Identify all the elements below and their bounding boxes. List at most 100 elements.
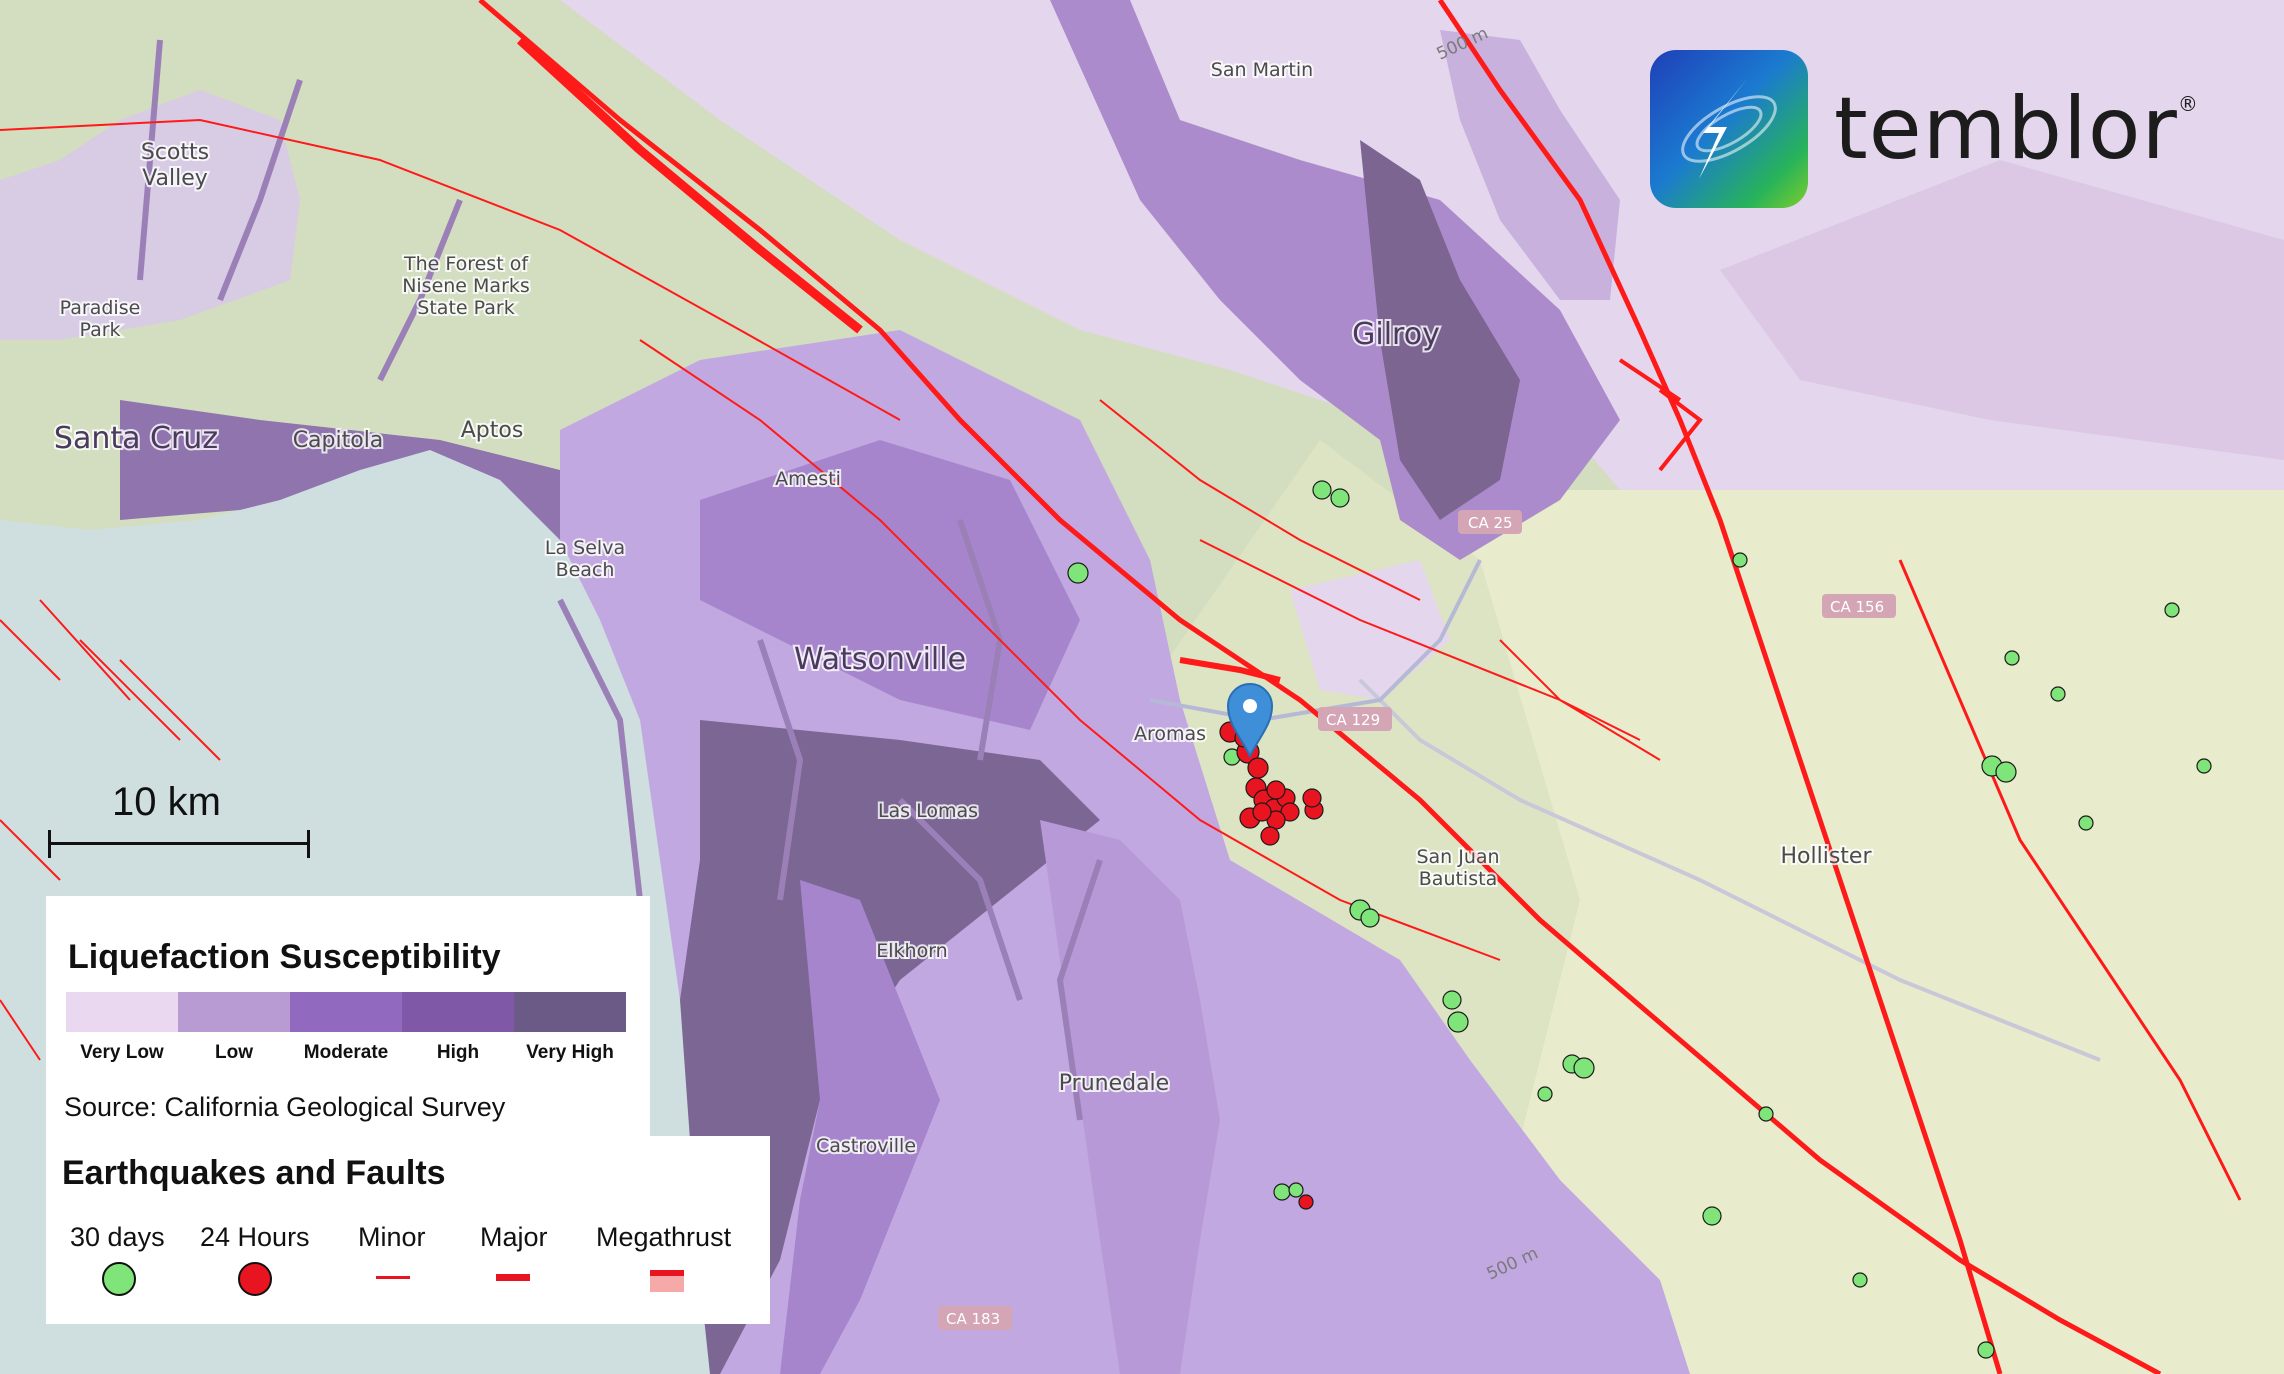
fault-east	[1898, 559, 2242, 1201]
road-ca156	[1358, 678, 2101, 1062]
place-label-prunedale: Prunedale	[1059, 1071, 1169, 1096]
earthquake-24-hours[interactable]	[1302, 788, 1322, 808]
faults-minor	[0, 118, 1661, 1061]
ramp-label-very-high: Very High	[526, 1042, 614, 1063]
earthquake-30-days[interactable]	[2196, 758, 2212, 774]
earthquake-24-hours[interactable]	[1260, 826, 1280, 846]
temblor-name: temblor	[1834, 79, 2178, 179]
temblor-wordmark: temblor®	[1834, 86, 2199, 172]
minor-fault-line-icon	[376, 1276, 410, 1279]
earthquake-30-days[interactable]	[2078, 815, 2094, 831]
legend-liquefaction: Liquefaction Susceptibility Very Low Low…	[46, 896, 650, 1146]
place-labels: Scotts Valley The Forest of Nisene Marks Sta…	[52, 57, 1875, 1159]
temblor-logo-icon	[1650, 50, 1808, 208]
scale-line	[48, 842, 310, 845]
place-label-hollister: Hollister	[1780, 844, 1872, 869]
legend-earthquakes-title: Earthquakes and Faults	[62, 1154, 446, 1192]
registered-mark: ®	[2177, 92, 2199, 116]
legend-item-megathrust: Megathrust	[596, 1222, 732, 1252]
earthquake-30-days[interactable]	[1273, 1183, 1291, 1201]
earthquake-24-hours[interactable]	[1298, 1194, 1314, 1210]
ramp-cell-high	[402, 992, 514, 1032]
liq-moderate-watsonville	[700, 440, 1080, 730]
scale-tick-left	[48, 830, 51, 858]
ramp-label-moderate: Moderate	[303, 1042, 389, 1063]
place-label-san-juan-bautista: San Juan Bautista	[1416, 846, 1499, 890]
earthquake-30-days[interactable]	[2004, 650, 2020, 666]
fault-calaveras	[1437, 0, 2003, 1374]
ramp-label-very-low: Very Low	[80, 1042, 164, 1063]
place-label-santa-cruz: Santa Cruz	[54, 421, 218, 456]
ramp-label-high: High	[436, 1042, 480, 1063]
earthquake-30-days[interactable]	[2164, 602, 2180, 618]
location-pin-icon[interactable]	[1226, 683, 1274, 759]
hollister-valley	[1400, 490, 2284, 1374]
scale-bar: 10 km	[48, 780, 310, 860]
earthquake-30-days[interactable]	[1330, 488, 1350, 508]
place-label-aromas: Aromas	[1134, 723, 1206, 745]
road-label-ca183: CA 183	[938, 1306, 1012, 1330]
place-label-gilroy: Gilroy	[1352, 317, 1440, 352]
place-label-la-selva-beach: La Selva Beach	[545, 537, 625, 581]
earthquake-24-hours[interactable]	[1247, 757, 1269, 779]
ramp-cell-low	[178, 992, 290, 1032]
road-label-ca156: CA 156	[1822, 594, 1896, 618]
liquefaction-ramp	[66, 992, 626, 1032]
earthquake-30-days[interactable]	[1758, 1106, 1774, 1122]
legend-earthquakes: Earthquakes and Faults 30 days 24 Hours …	[46, 1136, 770, 1324]
liq-very-high-gilroy	[1360, 140, 1520, 520]
green-circle-icon	[102, 1262, 136, 1296]
earthquake-30-days[interactable]	[1288, 1182, 1304, 1198]
ramp-label-low: Low	[215, 1042, 253, 1063]
svg-text:CA 183: CA 183	[946, 1310, 1000, 1328]
earthquakes-30-days	[1067, 480, 2212, 1359]
earthquake-30-days[interactable]	[1702, 1206, 1722, 1226]
scale-label: 10 km	[112, 780, 221, 824]
liq-moderate-castroville	[780, 880, 940, 1374]
earthquake-30-days[interactable]	[1067, 562, 1089, 584]
legend-item-minor: Minor	[358, 1222, 426, 1252]
road-ca129	[1149, 559, 1482, 723]
road-label-ca25: CA 25	[1458, 510, 1522, 534]
earthquake-30-days[interactable]	[1442, 990, 1462, 1010]
ramp-cell-very-high	[514, 992, 626, 1032]
svg-text:CA 25: CA 25	[1468, 514, 1513, 532]
earthquake-30-days[interactable]	[1995, 761, 2017, 783]
legend-liquefaction-title: Liquefaction Susceptibility	[68, 938, 501, 976]
place-label-paradise-park: Paradise Park	[60, 297, 141, 341]
earthquake-30-days[interactable]	[1732, 552, 1748, 568]
fault-san-andreas	[478, 0, 2162, 1374]
earthquake-30-days[interactable]	[2050, 686, 2066, 702]
liq-low-prunedale	[1040, 820, 1220, 1374]
earthquake-30-days[interactable]	[1312, 480, 1332, 500]
svg-text:CA 156: CA 156	[1830, 598, 1884, 616]
place-label-san-martin: San Martin	[1211, 59, 1313, 81]
fault-san-andreas-zone	[516, 36, 863, 334]
fault-aromas	[1179, 657, 1281, 683]
major-fault-line-icon	[496, 1274, 530, 1281]
liq-low-patch-ne	[1720, 160, 2284, 460]
megathrust-band-icon	[650, 1270, 684, 1292]
liq-low-gilroy-north	[1440, 30, 1620, 300]
earthquake-24-hours[interactable]	[1252, 802, 1272, 822]
place-label-watsonville: Watsonville	[794, 642, 966, 677]
legend-source: Source: California Geological Survey	[64, 1092, 506, 1122]
earthquake-30-days[interactable]	[1360, 908, 1380, 928]
place-label-scotts-valley: Scotts Valley	[141, 140, 209, 191]
place-label-amesti: Amesti	[775, 468, 841, 490]
ramp-cell-very-low	[66, 992, 178, 1032]
place-label-las-lomas: Las Lomas	[878, 800, 978, 822]
earthquake-30-days[interactable]	[1852, 1272, 1868, 1288]
earthquake-30-days[interactable]	[1537, 1086, 1553, 1102]
place-label-elkhorn: Elkhorn	[876, 940, 947, 962]
earthquake-30-days[interactable]	[1977, 1341, 1995, 1359]
earthquake-24-hours[interactable]	[1266, 780, 1286, 800]
earthquake-30-days[interactable]	[1447, 1011, 1469, 1033]
red-circle-icon	[238, 1262, 272, 1296]
place-label-aptos: Aptos	[461, 418, 524, 443]
earthquake-30-days[interactable]	[1573, 1057, 1595, 1079]
place-label-castroville: Castroville	[816, 1135, 916, 1157]
place-label-the-forest-of-nisene-marks-state-park: The Forest of Nisene Marks State Park	[402, 253, 530, 319]
scale-tick-right	[307, 830, 310, 858]
